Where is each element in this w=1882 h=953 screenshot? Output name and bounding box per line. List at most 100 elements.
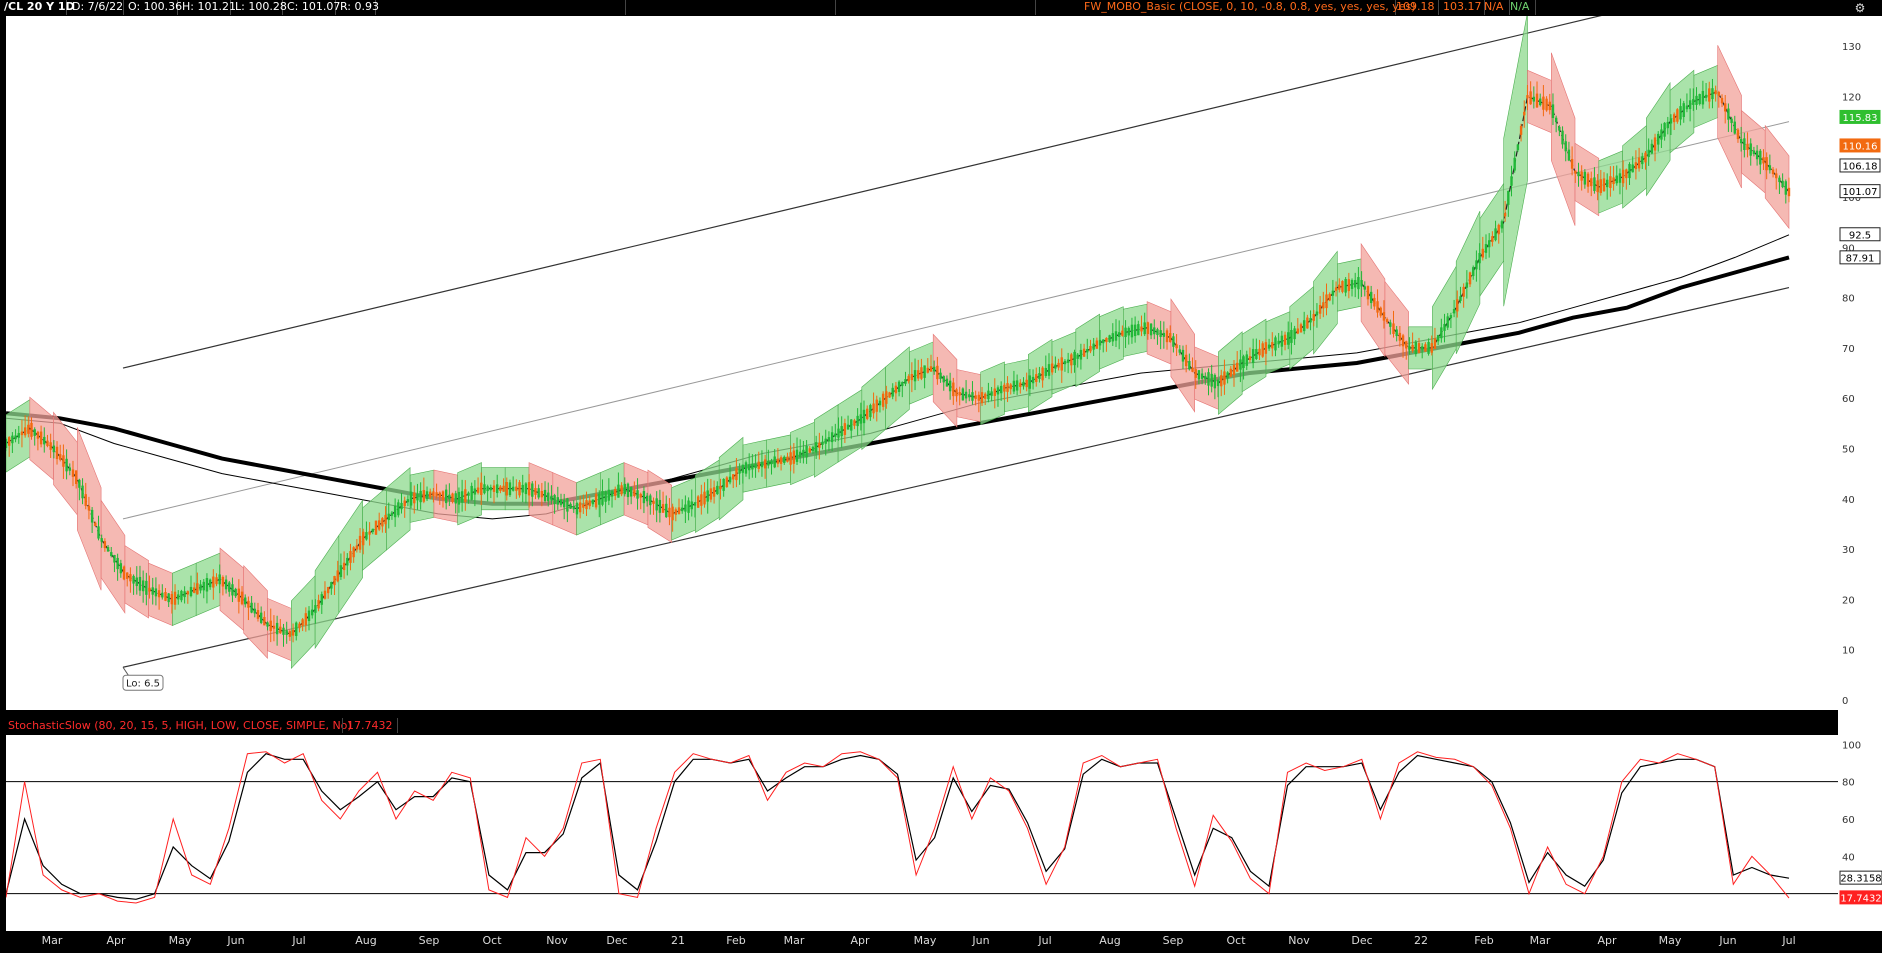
candle-body [1063, 360, 1067, 365]
candle-body [489, 487, 493, 491]
price-tick-label: 60 [1842, 394, 1855, 405]
gear-icon[interactable]: ⚙ [1838, 0, 1882, 16]
candle-body [355, 545, 359, 550]
candle-body [59, 454, 62, 460]
candle-body [1644, 152, 1647, 163]
candle-body [432, 491, 435, 497]
candle-body [1318, 305, 1322, 314]
candle-body [907, 376, 910, 382]
symbol-label[interactable]: /CL 20 Y 1D [0, 0, 75, 15]
candle-body [1577, 171, 1580, 177]
candle-body [562, 499, 566, 508]
candle-body [1137, 324, 1140, 336]
candle-body [1098, 339, 1102, 346]
candle-body [1685, 105, 1689, 110]
candle-body [843, 423, 847, 436]
candle-body [958, 392, 961, 396]
candle-body [757, 461, 760, 469]
candle-body [17, 432, 20, 438]
candle-body [336, 570, 339, 582]
candle-body [425, 491, 429, 500]
time-axis[interactable]: Mar Apr May Jun Jul Aug Sep Oct Nov Dec 21 Feb Mar Ap… [0, 931, 1882, 949]
candle-body [295, 622, 298, 637]
low-label: L: 100.28 [231, 0, 287, 15]
candle-body [601, 490, 604, 505]
price-tick-label: 40 [1842, 495, 1855, 506]
candle-body [237, 588, 241, 602]
candle-body [1516, 144, 1520, 151]
candle-body [1204, 375, 1207, 380]
candle-body [1714, 90, 1717, 95]
candle-body [390, 512, 394, 516]
candle-body [671, 506, 674, 521]
candle-body [716, 485, 719, 495]
candle-body [33, 429, 36, 436]
candle-body [674, 509, 678, 515]
study-na-2: N/A [1506, 0, 1536, 15]
candle-body [1274, 337, 1277, 351]
time-tick-label: Feb [726, 934, 745, 947]
time-tick-label: Jul [291, 934, 305, 947]
channel-line [122, 121, 1790, 520]
candle-body [403, 500, 406, 507]
candle-body [49, 442, 52, 450]
candle-body [996, 387, 1000, 395]
candle-body [1015, 380, 1019, 391]
stochastic-value-badge-label: 17.7432 [1840, 893, 1881, 904]
candle-body [20, 431, 24, 436]
candle-body [1076, 354, 1079, 359]
candle-body [1341, 281, 1344, 292]
candle-body [677, 507, 681, 515]
stochastic-value-badge-label: 28.3158 [1840, 874, 1881, 885]
candle-body [285, 630, 288, 635]
candle-body [301, 619, 304, 626]
study-value-2: 103.17 [1439, 0, 1485, 15]
close-label: C: 101.07 [283, 0, 340, 15]
price-tick-label: 30 [1842, 545, 1855, 556]
candle-body [464, 489, 467, 502]
candle-body [1430, 343, 1433, 353]
price-badge-label: 101.07 [1843, 187, 1878, 198]
candle-body [527, 482, 531, 496]
candle-body [1133, 324, 1137, 337]
candle-body [917, 370, 920, 379]
candle-body [492, 485, 496, 492]
candle-body [1730, 118, 1733, 124]
candle-body [43, 436, 46, 445]
candle-body [1653, 137, 1657, 151]
candle-body [738, 469, 741, 474]
candle-body [846, 424, 850, 430]
candle-body [550, 495, 553, 501]
stochastic-title[interactable]: StochasticSlow (80, 20, 15, 5, HIGH, LOW… [8, 719, 352, 732]
study-header[interactable]: FW_MOBO_Basic (CLOSE, 0, 10, -0.8, 0.8, … [1080, 0, 1416, 15]
candle-body [1755, 150, 1759, 160]
candle-body [610, 491, 614, 497]
candle-body [358, 535, 362, 550]
candle-body [585, 500, 588, 510]
candle-body [598, 493, 601, 505]
candle-body [1245, 354, 1248, 366]
candle-body [1031, 376, 1035, 384]
candle-body [170, 593, 174, 605]
candle-body [961, 388, 965, 401]
chart-info-bar: /CL 20 Y 1D D: 7/6/22 O: 100.36 H: 101.2… [0, 0, 1838, 16]
candle-body [496, 484, 499, 494]
candle-body [1255, 349, 1258, 360]
candle-body [547, 492, 550, 502]
candle-body [275, 622, 279, 635]
candle-body [100, 538, 103, 542]
candle-body [588, 500, 591, 507]
candle-body [1235, 362, 1239, 372]
candle-body [786, 456, 789, 462]
candle-body [94, 522, 97, 527]
price-chart-pane[interactable]: Lo: 6.5 [4, 0, 1838, 710]
candle-body [897, 381, 901, 392]
low-annotation-box [122, 674, 164, 691]
time-tick-label: Nov [546, 934, 568, 947]
right-price-axis[interactable] [1838, 0, 1882, 949]
candle-body [23, 427, 27, 436]
candle-body [1143, 322, 1146, 335]
stochastic-pane[interactable] [5, 735, 1838, 931]
candle-body [824, 438, 827, 444]
candle-body [626, 483, 630, 498]
